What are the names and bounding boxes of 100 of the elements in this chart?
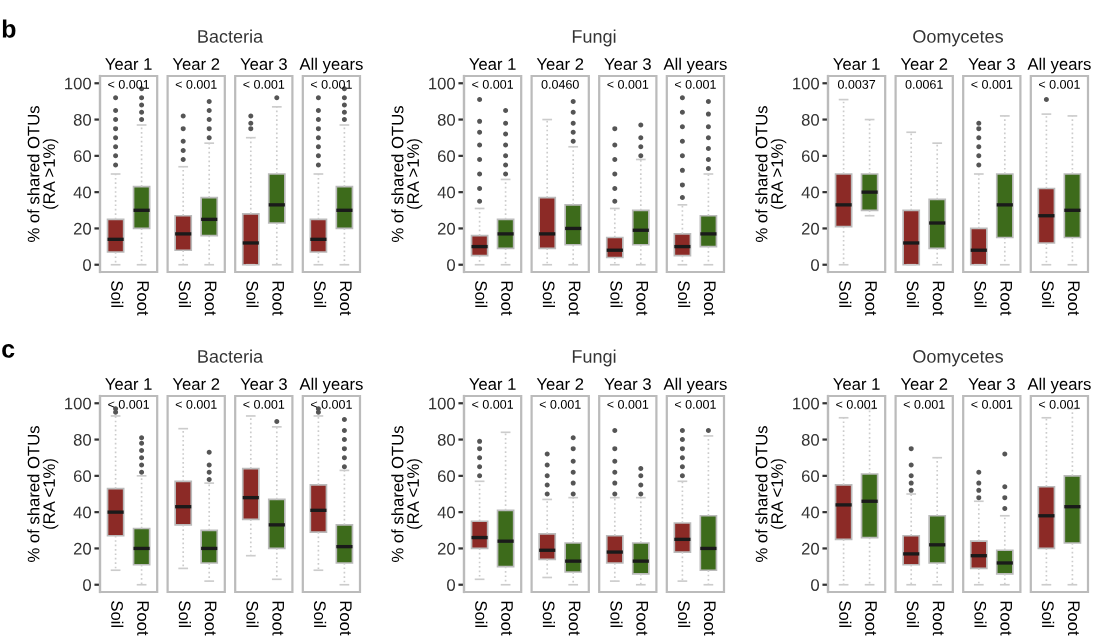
- x-tick-label: Root: [137, 601, 149, 636]
- x-tick-label: Soil: [1041, 601, 1055, 628]
- x-tick-label: Root: [1067, 601, 1080, 636]
- text: All years: [663, 57, 727, 74]
- chart-title: Bacteria: [198, 29, 264, 43]
- x-tick-label: Root: [865, 281, 877, 316]
- y-tick-label: 20: [801, 222, 820, 235]
- text: Year 1: [833, 58, 880, 70]
- y-tick-label: 0: [811, 579, 820, 591]
- x-tick-label: Soil: [610, 281, 623, 308]
- x-tick-label: Root: [272, 601, 284, 636]
- x-tick-label: Soil: [178, 281, 191, 308]
- y-tick-label: 60: [801, 150, 820, 163]
- x-tick-label: Soil: [178, 601, 191, 628]
- y-tick-label: 20: [73, 222, 92, 235]
- y-tick-label: 40: [801, 186, 820, 199]
- y-axis-title: % of shared OTUs (RA <1%): [27, 426, 59, 562]
- x-tick-label: Root: [703, 281, 716, 316]
- chart-title: Fungi: [572, 349, 616, 367]
- x-tick-label: Soil: [974, 281, 987, 308]
- x-tick-label: Root: [865, 601, 877, 636]
- x-tick-label: Root: [1067, 281, 1080, 316]
- chart-title: Bacteria: [198, 349, 264, 363]
- x-tick-label: Soil: [246, 281, 259, 308]
- text: All years: [1027, 57, 1091, 74]
- x-tick-label: Soil: [839, 601, 852, 628]
- x-tick-label: Soil: [313, 281, 327, 308]
- x-tick-label: Root: [204, 281, 217, 316]
- y-tick-label: 20: [437, 542, 456, 555]
- y-tick-label: 100: [793, 397, 820, 410]
- x-tick-label: Root: [339, 281, 352, 316]
- y-tick-label: 80: [437, 113, 456, 126]
- y-tick-label: 80: [801, 113, 820, 126]
- y-axis-title: % of shared OTUs (RA <1%): [755, 426, 787, 562]
- x-tick-label: Root: [204, 601, 217, 636]
- text: Year 3: [604, 58, 651, 70]
- x-tick-label: Soil: [906, 281, 919, 308]
- x-tick-label: Root: [932, 601, 945, 636]
- text: Year 2: [536, 378, 584, 390]
- x-tick-label: Root: [339, 601, 352, 636]
- y-tick-label: 80: [73, 113, 92, 126]
- x-tick-label: Root: [568, 601, 581, 636]
- text: Year 3: [604, 378, 651, 390]
- x-tick-label: Soil: [610, 601, 623, 628]
- x-tick-label: Root: [703, 601, 716, 636]
- y-axis-title: % of shared OTUs (RA <1%): [391, 426, 423, 562]
- y-tick-label: 20: [437, 222, 456, 235]
- x-tick-label: Soil: [542, 601, 555, 628]
- x-tick-label: Root: [636, 601, 648, 636]
- x-tick-label: Soil: [677, 281, 691, 308]
- x-tick-label: Root: [932, 281, 945, 316]
- text: Year 2: [172, 58, 220, 70]
- y-tick-label: 60: [437, 150, 456, 163]
- x-tick-label: Soil: [839, 281, 852, 308]
- x-tick-label: Soil: [974, 601, 987, 628]
- x-tick-label: Root: [137, 281, 149, 316]
- y-tick-label: 80: [801, 433, 820, 446]
- y-tick-label: 0: [811, 259, 820, 271]
- text: Year 3: [968, 58, 1015, 70]
- y-tick-label: 100: [429, 397, 456, 410]
- y-tick-label: 20: [73, 542, 92, 555]
- y-axis-title: % of shared OTUs (RA >1%): [27, 106, 59, 242]
- y-tick-label: 0: [83, 579, 92, 591]
- y-tick-label: 40: [73, 506, 92, 519]
- text: All years: [299, 377, 363, 394]
- text: Year 3: [240, 378, 287, 390]
- text: b: [2, 19, 16, 38]
- chart-title: Fungi: [572, 29, 616, 47]
- y-tick-label: 0: [447, 579, 456, 591]
- text: Year 2: [536, 58, 584, 70]
- y-tick-label: 60: [437, 470, 456, 483]
- y-tick-label: 80: [73, 433, 92, 446]
- x-tick-label: Root: [1000, 601, 1012, 636]
- x-tick-label: Soil: [246, 601, 259, 628]
- y-tick-label: 100: [429, 77, 456, 90]
- text: Year 2: [172, 378, 220, 390]
- x-tick-label: Root: [272, 281, 284, 316]
- x-tick-label: Root: [501, 601, 513, 636]
- x-tick-label: Soil: [677, 601, 691, 628]
- y-tick-label: 40: [437, 186, 456, 199]
- text: Year 3: [240, 58, 287, 70]
- text: Year 1: [105, 378, 152, 390]
- x-tick-label: Root: [1000, 281, 1012, 316]
- text: c: [2, 344, 15, 358]
- chart-title: Oomycetes: [913, 30, 1004, 47]
- x-tick-label: Root: [636, 281, 648, 316]
- text: Year 1: [105, 58, 152, 70]
- x-tick-label: Root: [501, 281, 513, 316]
- x-tick-label: Soil: [1041, 281, 1055, 308]
- x-tick-label: Soil: [111, 601, 124, 628]
- y-axis-title: % of shared OTUs (RA >1%): [391, 106, 423, 242]
- y-tick-label: 100: [793, 77, 820, 90]
- y-tick-label: 20: [801, 542, 820, 555]
- text: All years: [663, 377, 727, 394]
- y-tick-label: 80: [437, 433, 456, 446]
- y-axis-title: % of shared OTUs (RA >1%): [755, 106, 787, 242]
- text: Year 2: [900, 58, 948, 70]
- x-tick-label: Soil: [906, 601, 919, 628]
- y-tick-label: 0: [83, 259, 92, 271]
- y-tick-label: 60: [73, 470, 92, 483]
